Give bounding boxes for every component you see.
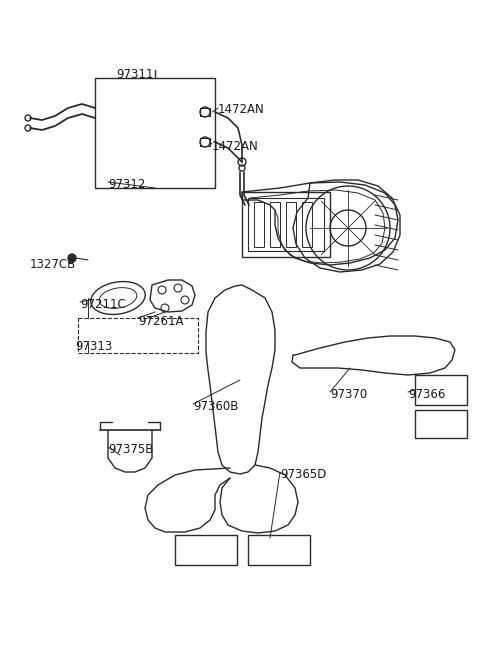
Bar (95, 78, 215, 188)
Text: 97370: 97370 (330, 388, 367, 401)
Text: 97365D: 97365D (280, 468, 326, 481)
Text: 97211C: 97211C (80, 298, 126, 311)
Bar (78, 318, 198, 353)
Text: 97312: 97312 (108, 178, 145, 191)
Bar (248, 535, 310, 565)
Text: 97313: 97313 (75, 340, 112, 353)
Bar (270, 202, 280, 247)
Text: 1472AN: 1472AN (218, 103, 265, 116)
Bar (302, 202, 312, 247)
Bar (415, 375, 467, 405)
Text: 97366: 97366 (408, 388, 445, 401)
Text: 97261A: 97261A (138, 315, 183, 328)
Bar (175, 535, 237, 565)
Bar (248, 198, 324, 251)
Text: 97360B: 97360B (193, 400, 239, 413)
Text: 1472AN: 1472AN (212, 140, 259, 153)
Bar (415, 410, 467, 438)
Text: 1327CB: 1327CB (30, 258, 76, 271)
Bar (242, 192, 330, 257)
Text: 97311: 97311 (116, 68, 154, 81)
Circle shape (68, 254, 76, 262)
Bar (286, 202, 296, 247)
Text: 97375B: 97375B (108, 443, 154, 456)
Bar (254, 202, 264, 247)
